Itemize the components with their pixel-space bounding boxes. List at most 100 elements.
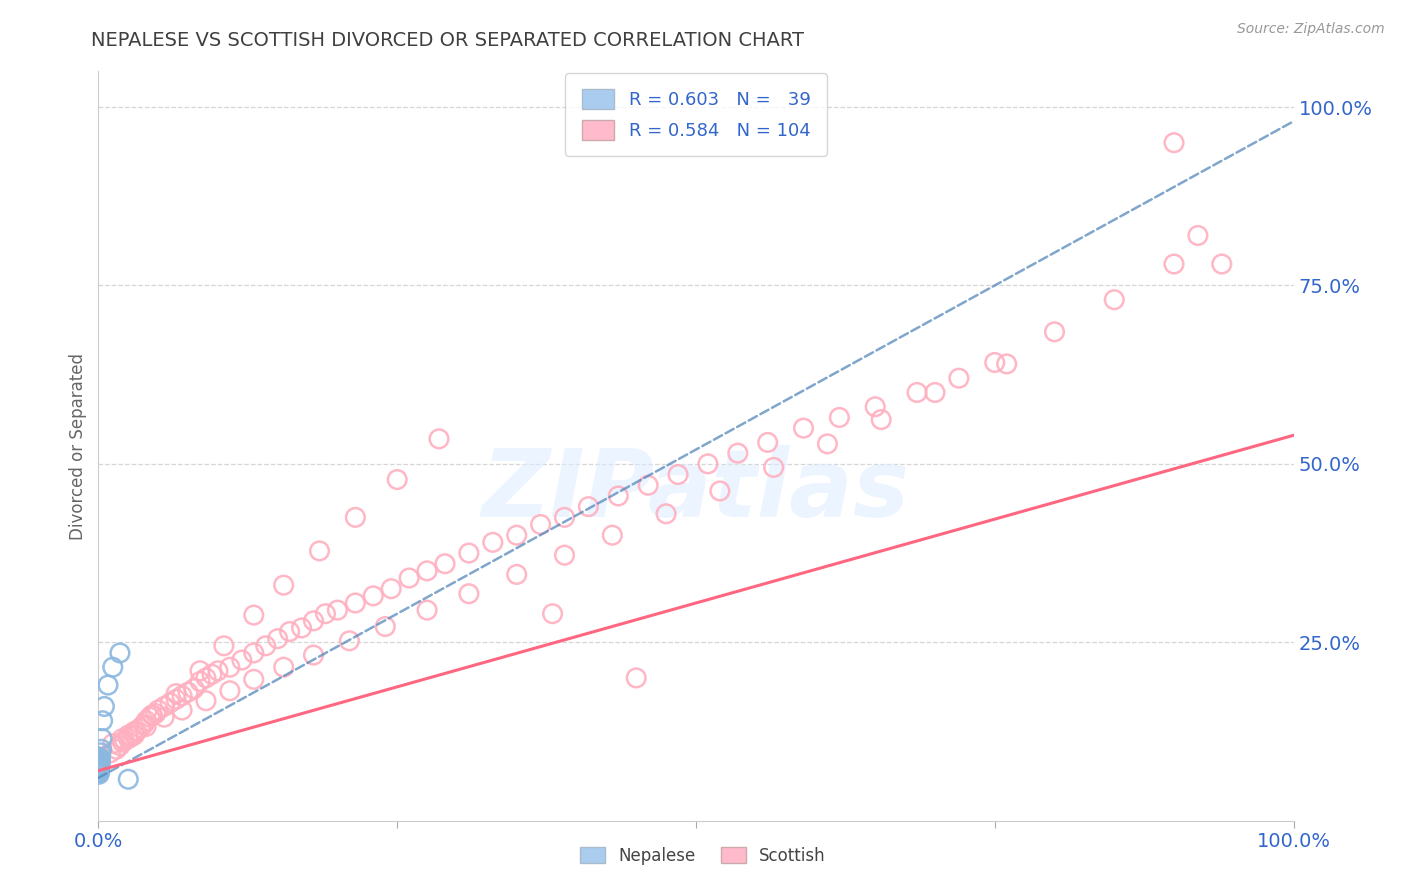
Point	[231, 653, 253, 667]
Point	[363, 589, 385, 603]
Point	[273, 660, 295, 674]
Point	[434, 557, 457, 571]
Point	[117, 728, 139, 742]
Point	[458, 587, 481, 601]
Point	[762, 460, 785, 475]
Text: NEPALESE VS SCOTTISH DIVORCED OR SEPARATED CORRELATION CHART: NEPALESE VS SCOTTISH DIVORCED OR SEPARAT…	[91, 31, 804, 50]
Point	[607, 489, 630, 503]
Point	[121, 730, 143, 744]
Point	[697, 457, 720, 471]
Point	[1163, 136, 1185, 150]
Y-axis label: Divorced or Separated: Divorced or Separated	[69, 352, 87, 540]
Point	[124, 728, 146, 742]
Point	[541, 607, 564, 621]
Point	[458, 546, 481, 560]
Point	[254, 639, 277, 653]
Point	[89, 762, 111, 776]
Point	[89, 757, 111, 772]
Point	[89, 761, 111, 775]
Point	[148, 703, 170, 717]
Point	[89, 764, 111, 778]
Point	[183, 681, 205, 696]
Point	[111, 735, 134, 749]
Point	[139, 710, 162, 724]
Point	[117, 772, 139, 787]
Point	[124, 724, 146, 739]
Point	[90, 746, 112, 760]
Point	[344, 596, 367, 610]
Point	[326, 603, 349, 617]
Point	[308, 544, 330, 558]
Point	[188, 674, 211, 689]
Point	[865, 400, 887, 414]
Point	[416, 603, 439, 617]
Point	[948, 371, 970, 385]
Point	[1043, 325, 1066, 339]
Point	[219, 683, 242, 698]
Point	[195, 671, 218, 685]
Point	[165, 687, 187, 701]
Point	[339, 633, 361, 648]
Point	[530, 517, 553, 532]
Point	[89, 765, 111, 780]
Point	[89, 756, 111, 771]
Point	[344, 510, 367, 524]
Point	[380, 582, 402, 596]
Point	[145, 706, 167, 721]
Point	[89, 754, 111, 768]
Point	[89, 758, 111, 772]
Point	[89, 763, 111, 777]
Point	[626, 671, 648, 685]
Point	[89, 756, 111, 771]
Point	[135, 719, 157, 733]
Point	[315, 607, 337, 621]
Point	[302, 614, 325, 628]
Point	[828, 410, 851, 425]
Point	[172, 689, 194, 703]
Point	[374, 619, 396, 633]
Point	[89, 764, 111, 779]
Point	[93, 699, 115, 714]
Point	[129, 721, 152, 735]
Point	[243, 673, 266, 687]
Point	[101, 660, 124, 674]
Point	[188, 664, 211, 678]
Point	[201, 667, 224, 681]
Point	[578, 500, 600, 514]
Point	[756, 435, 779, 450]
Point	[89, 758, 111, 772]
Point	[111, 731, 134, 746]
Point	[117, 731, 139, 746]
Point	[89, 759, 111, 773]
Point	[89, 764, 111, 778]
Point	[98, 746, 122, 760]
Point	[727, 446, 749, 460]
Point	[554, 510, 576, 524]
Point	[637, 478, 659, 492]
Point	[602, 528, 624, 542]
Point	[101, 737, 124, 751]
Point	[815, 437, 838, 451]
Legend: Nepalese, Scottish: Nepalese, Scottish	[571, 837, 835, 875]
Point	[89, 751, 111, 765]
Point	[905, 385, 928, 400]
Point	[153, 710, 176, 724]
Point	[165, 692, 187, 706]
Point	[506, 528, 529, 542]
Point	[195, 694, 218, 708]
Point	[89, 755, 111, 769]
Point	[159, 696, 181, 710]
Point	[207, 664, 229, 678]
Point	[105, 742, 128, 756]
Point	[709, 483, 731, 498]
Point	[1163, 257, 1185, 271]
Point	[132, 717, 155, 731]
Point	[135, 714, 157, 728]
Point	[89, 755, 111, 769]
Point	[89, 755, 111, 769]
Point	[89, 765, 111, 780]
Point	[278, 624, 301, 639]
Text: ZIPatlas: ZIPatlas	[482, 445, 910, 537]
Point	[1187, 228, 1209, 243]
Point	[385, 473, 409, 487]
